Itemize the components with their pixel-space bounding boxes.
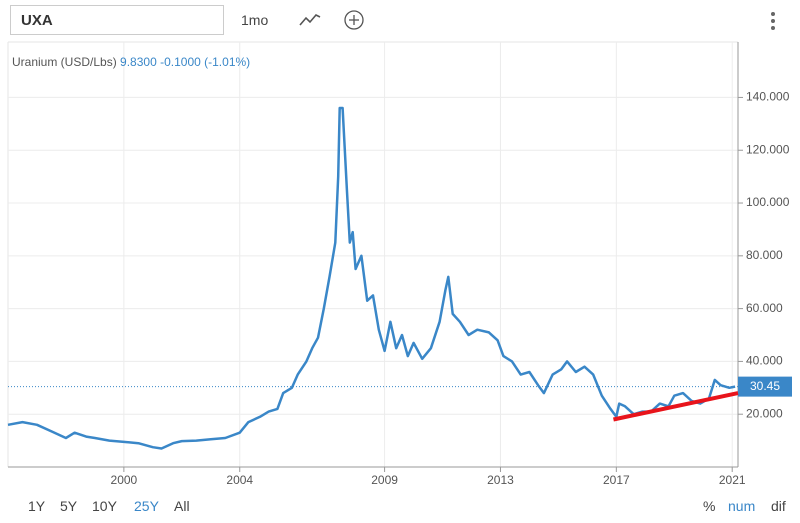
- last-price-label: 30.45: [750, 379, 780, 393]
- legend: Uranium (USD/Lbs) 9.8300 -0.1000 (-1.01%…: [12, 55, 250, 69]
- trendline: [613, 391, 739, 422]
- y-tick-label: 80.000: [746, 248, 783, 262]
- y-tick-label: 60.000: [746, 301, 783, 315]
- x-tick-label: 2000: [111, 473, 138, 487]
- quote-price: 9.8300: [120, 55, 157, 69]
- x-tick-label: 2013: [487, 473, 514, 487]
- toolbar: UXA 1mo: [0, 0, 800, 42]
- x-tick-label: 2021: [719, 473, 746, 487]
- symbol-input[interactable]: UXA: [10, 5, 224, 35]
- range-button[interactable]: 25Y: [134, 498, 159, 514]
- add-icon[interactable]: [343, 9, 367, 33]
- chart-type-icon[interactable]: [298, 10, 322, 30]
- range-button[interactable]: 10Y: [92, 498, 117, 514]
- quote-change: -0.1000: [160, 55, 201, 69]
- mode-button[interactable]: num: [728, 498, 756, 514]
- series-line: [7, 106, 736, 450]
- range-button[interactable]: All: [174, 498, 190, 514]
- series-name: Uranium (USD/Lbs): [12, 55, 117, 69]
- last-price-box: [738, 376, 792, 397]
- interval-button[interactable]: 1mo: [241, 12, 269, 28]
- y-tick-label: 20.000: [746, 406, 783, 420]
- y-tick-label: 40.000: [746, 354, 783, 368]
- range-button[interactable]: 1Y: [28, 498, 46, 514]
- chart: 20.000 40.000 60.000 80.000 100.000 120.000 14…: [7, 41, 792, 487]
- y-tick-label: 140.000: [746, 90, 790, 104]
- mode-button[interactable]: dif: [771, 498, 786, 514]
- y-tick-label: 120.000: [746, 142, 790, 156]
- mode-button[interactable]: %: [703, 498, 716, 514]
- x-tick-label: 2004: [226, 473, 253, 487]
- range-button[interactable]: 5Y: [60, 498, 78, 514]
- menu-icon[interactable]: [768, 10, 778, 34]
- x-tick-label: 2017: [603, 473, 630, 487]
- x-tick-label: 2009: [371, 473, 398, 487]
- quote-change-pct: (-1.01%): [204, 55, 251, 69]
- y-tick-label: 100.000: [746, 195, 790, 209]
